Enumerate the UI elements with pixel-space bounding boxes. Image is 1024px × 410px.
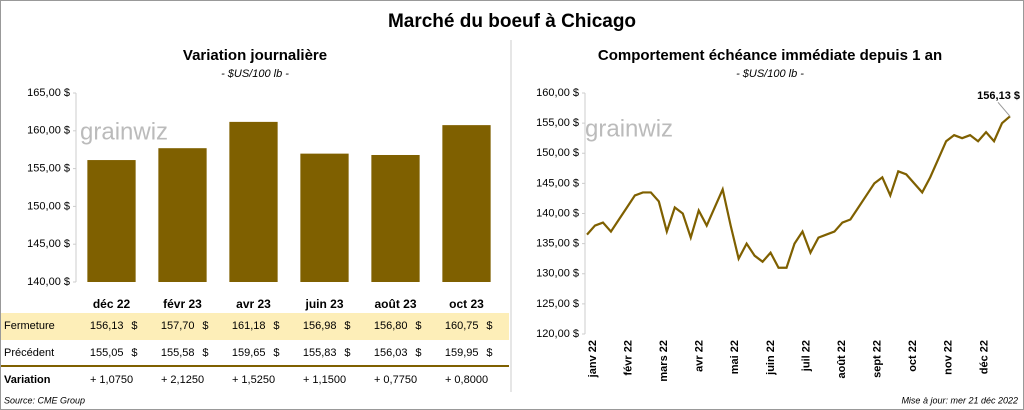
cell: 156,13 xyxy=(90,320,124,332)
bar xyxy=(229,121,278,282)
y-tick-label: 145,00 $ xyxy=(27,238,70,250)
y-tick-label: 155,00 $ xyxy=(27,163,70,175)
bar xyxy=(300,153,349,282)
bar xyxy=(158,148,207,282)
cell-unit: $ xyxy=(486,320,492,332)
y-tick-label: 160,00 $ xyxy=(536,87,579,99)
cell-unit: $ xyxy=(486,347,492,359)
x-tick-label: nov 22 xyxy=(943,340,955,375)
cell: 159,95 xyxy=(445,347,479,359)
x-tick-label: déc 22 xyxy=(978,340,990,374)
x-tick-label: oct 22 xyxy=(907,340,919,372)
updated: Mise à jour: mer 21 déc 2022 xyxy=(901,395,1018,405)
x-tick-label: sept 22 xyxy=(872,340,884,378)
chart-subtitle: - $US/100 lb - xyxy=(221,68,289,80)
x-tick-label: janv 22 xyxy=(587,340,599,378)
y-tick-label: 140,00 $ xyxy=(536,207,579,219)
y-tick-label: 125,00 $ xyxy=(536,298,579,310)
cell: 157,70 xyxy=(161,320,195,332)
cell: 161,18 xyxy=(232,320,266,332)
x-tick-label: févr 23 xyxy=(163,297,202,311)
y-tick-label: 155,00 $ xyxy=(536,117,579,129)
x-tick-label: juin 23 xyxy=(304,297,343,311)
bar xyxy=(371,154,420,282)
cell: 155,58 xyxy=(161,347,195,359)
cell: + 1,5250 xyxy=(232,374,275,386)
annotation-leader xyxy=(997,101,1011,117)
cell: 160,75 xyxy=(445,320,479,332)
cell: + 2,1250 xyxy=(161,374,204,386)
y-tick-label: 135,00 $ xyxy=(536,238,579,250)
cell: + 0,7750 xyxy=(374,374,417,386)
price-line xyxy=(586,115,1011,269)
x-tick-label: avr 22 xyxy=(694,340,706,372)
cell-unit: $ xyxy=(131,347,137,359)
cell-unit: $ xyxy=(344,347,350,359)
chart-subtitle: - $US/100 lb - xyxy=(736,68,804,80)
cell: 159,65 xyxy=(232,347,266,359)
y-tick-label: 165,00 $ xyxy=(27,87,70,99)
cell-unit: $ xyxy=(202,320,208,332)
cell: 155,05 xyxy=(90,347,124,359)
x-tick-label: juil 22 xyxy=(800,340,812,372)
x-tick-label: mai 22 xyxy=(729,340,741,374)
y-tick-label: 150,00 $ xyxy=(27,200,70,212)
y-tick-label: 120,00 $ xyxy=(536,328,579,340)
cell-unit: $ xyxy=(344,320,350,332)
x-tick-label: août 23 xyxy=(374,297,416,311)
chart-title: Variation journalière xyxy=(183,47,327,64)
y-tick-label: 145,00 $ xyxy=(536,177,579,189)
cell: + 0,8000 xyxy=(445,374,488,386)
x-tick-label: mars 22 xyxy=(658,340,670,382)
cell-unit: $ xyxy=(202,347,208,359)
page-title: Marché du boeuf à Chicago xyxy=(388,11,636,32)
x-tick-label: févr 22 xyxy=(622,340,634,375)
cell: 156,98 xyxy=(303,320,337,332)
row-label: Fermeture xyxy=(4,320,55,332)
row-label: Précédent xyxy=(4,347,54,359)
row-label: Variation xyxy=(4,374,51,386)
y-tick-label: 150,00 $ xyxy=(536,147,579,159)
source: Source: CME Group xyxy=(4,395,85,405)
bar xyxy=(442,125,491,282)
cell-unit: $ xyxy=(415,320,421,332)
cell: + 1,1500 xyxy=(303,374,346,386)
cell-unit: $ xyxy=(131,320,137,332)
cell-unit: $ xyxy=(415,347,421,359)
x-tick-label: avr 23 xyxy=(236,297,271,311)
bar xyxy=(87,160,136,282)
x-tick-label: juin 22 xyxy=(765,340,777,376)
annotation: 156,13 $ xyxy=(977,90,1020,102)
cell-unit: $ xyxy=(273,320,279,332)
x-tick-label: déc 22 xyxy=(93,297,131,311)
cell-unit: $ xyxy=(273,347,279,359)
y-tick-label: 130,00 $ xyxy=(536,268,579,280)
cell: 156,80 xyxy=(374,320,408,332)
watermark: grainwiz xyxy=(585,115,673,142)
row-highlight xyxy=(1,313,509,340)
x-tick-label: oct 23 xyxy=(449,297,484,311)
x-tick-label: août 22 xyxy=(836,340,848,379)
cell: + 1,0750 xyxy=(90,374,133,386)
cell: 155,83 xyxy=(303,347,337,359)
watermark: grainwiz xyxy=(80,118,168,145)
cell: 156,03 xyxy=(374,347,408,359)
y-tick-label: 140,00 $ xyxy=(27,276,70,288)
chart-title: Comportement échéance immédiate depuis 1… xyxy=(598,47,942,64)
y-tick-label: 160,00 $ xyxy=(27,125,70,137)
